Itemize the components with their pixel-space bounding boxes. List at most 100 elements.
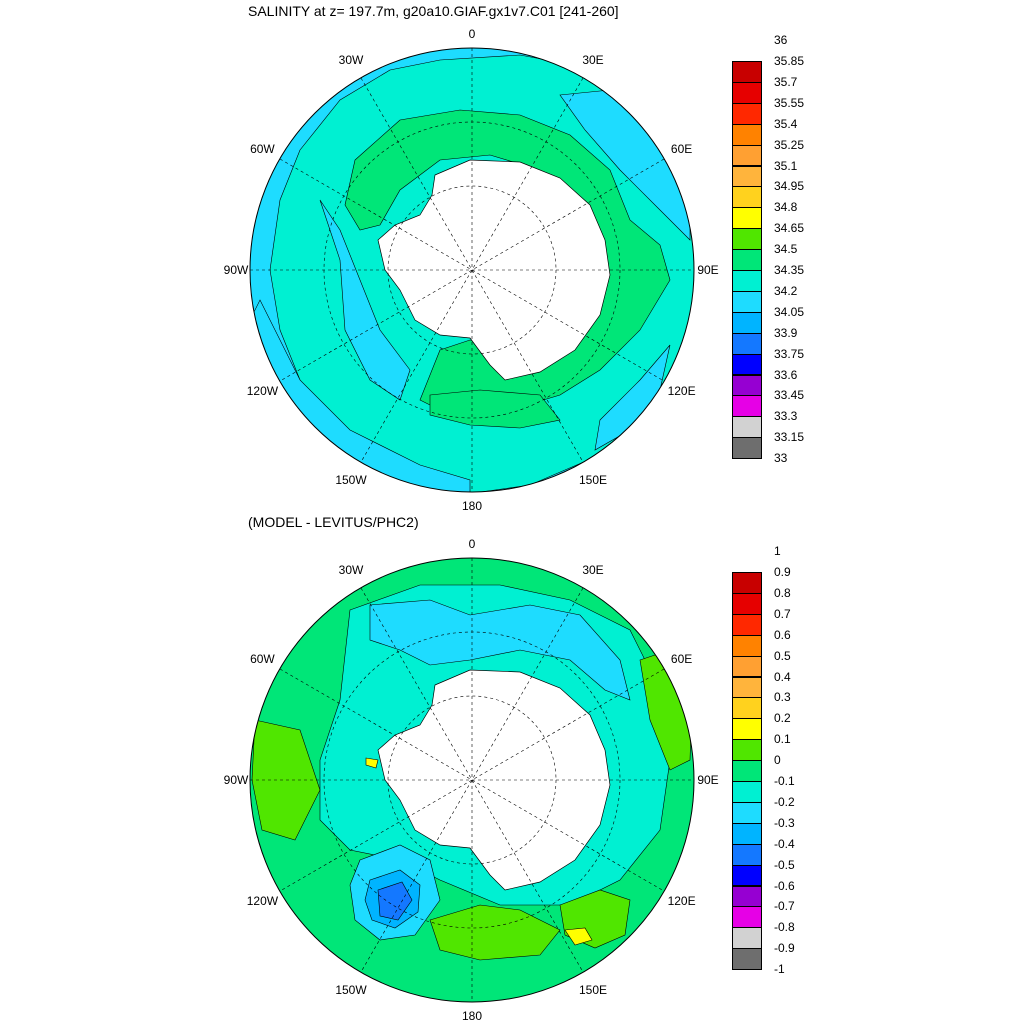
diff-band-plus0.3-se [564,927,593,946]
antarctica-bottom [377,669,611,891]
colorbar-box [732,885,762,908]
colorbar-tick-label: 0.7 [774,606,791,621]
colorbar-tick-label: 33.3 [774,409,798,424]
colorbar-tick-label: 34.35 [774,263,805,277]
colorbar-tick-label: 34.05 [774,304,805,319]
colorbar-tick-label: -0.5 [774,857,795,872]
colorbar-tick-label: -0.8 [774,920,795,935]
panel-title-salinity: SALINITY at z= 197.7m, g20a10.GIAF.gx1v7… [248,3,619,19]
lon-label: 60W [250,142,275,156]
map-border-top [249,47,695,493]
lon-label: 60W [250,652,275,666]
colorbar-tick-label: 0.9 [774,565,791,579]
colorbar-tick-label: 33 [774,451,788,466]
colorbar-tick-label: 34.5 [774,242,798,257]
colorbar-tick-label: 0.8 [774,585,791,600]
lon-label: 120W [246,384,279,398]
colorbar-box [732,864,762,887]
colorbar-tick-label: 0.3 [774,690,791,705]
colorbar-box [732,676,762,699]
colorbar-box [732,228,762,251]
colorbar-tick-label: -0.9 [774,941,795,956]
colorbar-tick-label: 0.4 [774,669,791,684]
panel-title-difference: (MODEL - LEVITUS/PHC2) [248,514,419,530]
diff-band-plus0.1-south [429,904,561,961]
colorbar-box [732,416,762,439]
colorbar-tick-label: 34.2 [774,283,798,298]
colorbar-box [732,165,762,188]
colorbar-box [732,634,762,657]
colorbar-tick-label: 35.55 [774,95,805,110]
colorbar-box [732,592,762,615]
colorbar-box [732,311,762,334]
map-border-bottom [249,557,695,1003]
colorbar-box [732,613,762,636]
colorbar-box [732,61,762,83]
lon-label: 60E [670,652,693,666]
colorbar-box [732,948,762,971]
lon-label: 0 [468,537,476,551]
diff-band-plus0.3-w [365,757,379,769]
lon-label: 150E [578,982,608,997]
colorbar-box [732,81,762,104]
colorbar-box [732,822,762,845]
colorbar-box [732,144,762,167]
colorbar-box [732,290,762,313]
colorbar-tick-label: 33.15 [774,430,805,445]
colorbar-tick-label: -0.6 [774,878,795,893]
colorbar-box [732,395,762,418]
colorbar-box [732,781,762,803]
lon-label: 30W [338,53,364,68]
colorbar-tick-label: 0 [774,753,781,768]
colorbar-tick-label: -0.7 [774,899,795,914]
colorbar-box [732,437,762,460]
colorbar-tick-label: 35.1 [774,158,798,173]
colorbar-tick-label: 0.1 [774,732,791,747]
colorbar-box [732,927,762,950]
colorbar-box [732,801,762,824]
lon-label: 150E [578,472,608,487]
colorbar-box [732,906,762,929]
lon-label: 30E [582,563,604,578]
lon-label: 120E [667,384,696,398]
colorbar-box [732,186,762,209]
colorbar-box [732,332,762,355]
graticule-bottom [250,558,694,1002]
lon-label: 30E [582,53,604,68]
colorbar-tick-label: -0.1 [774,774,795,788]
colorbar-box [732,207,762,230]
colorbar-box [732,102,762,125]
colorbar-tick-label: -0.3 [774,815,795,830]
colorbar-box [732,843,762,866]
graticule-top [250,48,694,492]
colorbar-difference: -1 -0.9 -0.8 -0.7 -0.6 -0.5 -0.4 -0.3 -0.2 -0.1 0 0… [732,544,795,976]
lon-label: 90W [223,263,249,277]
salinity-band-34.5 [344,109,671,411]
colorbar-box [732,572,762,594]
colorbar-tick-label: 0.6 [774,627,791,642]
salinity-pool-west [319,199,411,401]
colorbar-tick-label: -0.4 [774,836,795,851]
colorbar-box [732,760,762,782]
lon-label: 180 [461,499,483,513]
colorbar-tick-label: 35.25 [774,137,805,152]
colorbar-tick-label: 33.45 [774,388,805,403]
lon-label: 180 [461,1009,483,1023]
antarctica-top [377,159,611,381]
lon-label: 30W [338,563,364,578]
colorbar-tick-label: 35.4 [774,116,798,131]
lon-label: 150W [335,472,367,487]
diff-band-minus0.2 [369,599,631,701]
lon-label: 90E [697,263,719,277]
colorbar-tick-label: 33.75 [774,346,805,361]
colorbar-tick-label: 36 [774,33,788,48]
colorbar-tick-label: 1 [774,544,781,559]
colorbar-tick-label: -1 [774,962,785,977]
lon-label: 150W [335,982,367,997]
lon-label: 60E [670,142,693,156]
colorbar-tick-label: 33.6 [774,367,798,382]
colorbar-box [732,123,762,146]
colorbar-tick-label: 33.9 [774,325,798,340]
lon-label: 90E [697,773,719,787]
